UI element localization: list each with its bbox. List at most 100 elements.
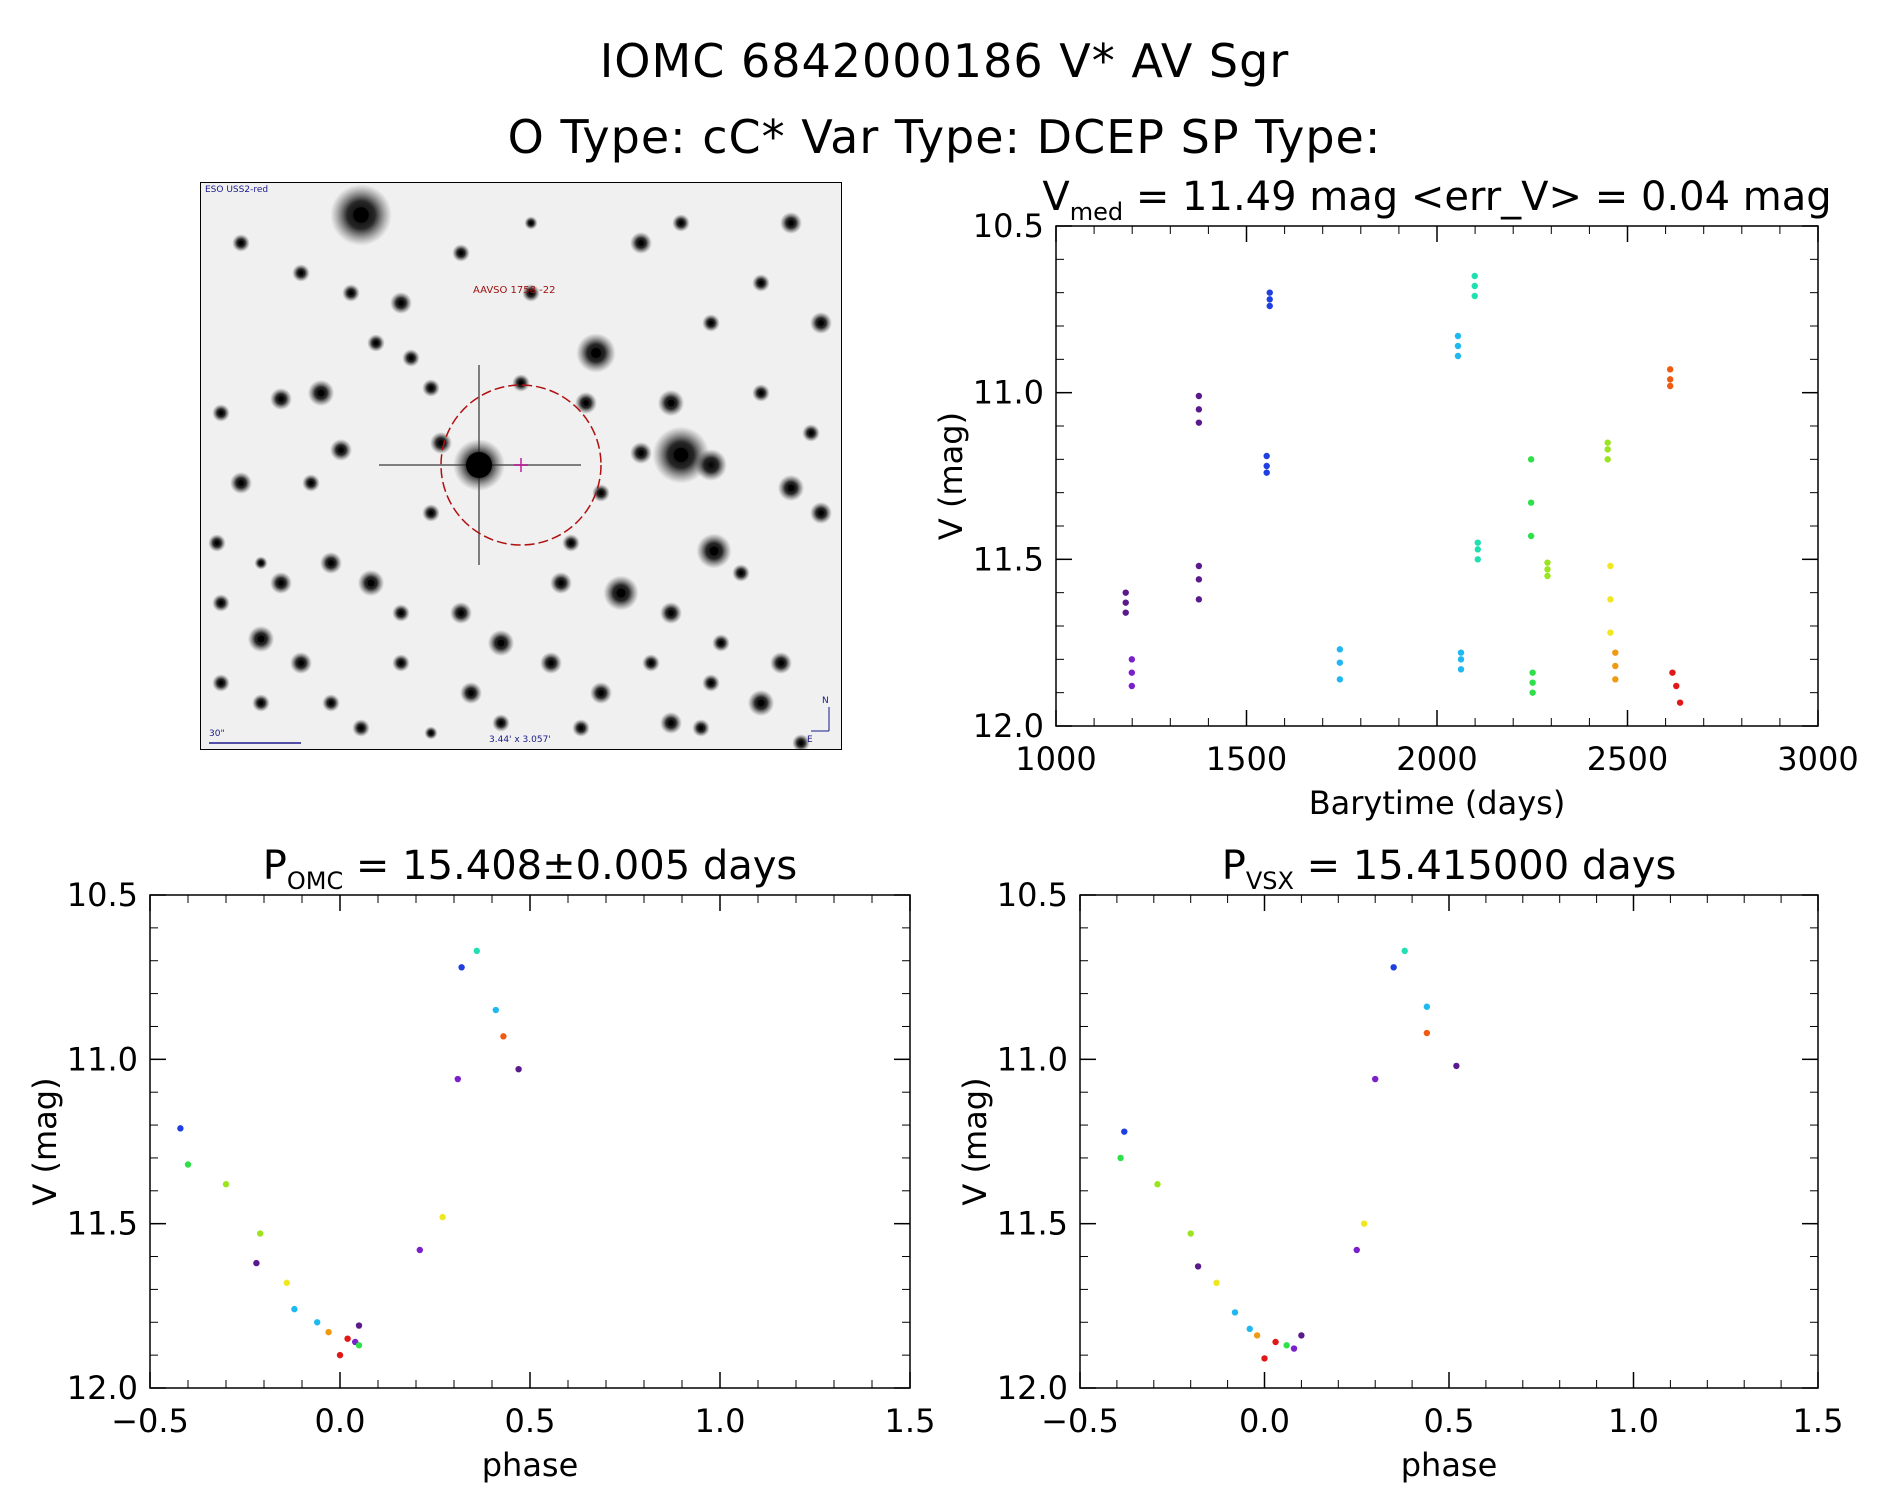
field-star-core-28 (548, 660, 554, 666)
field-star-core-26 (298, 660, 304, 666)
field-star-core-2 (528, 290, 534, 296)
field-star-core-27 (398, 660, 404, 666)
data-point-yellow (1607, 596, 1614, 603)
data-point-violet (416, 1246, 423, 1254)
field-star-core-50 (678, 220, 684, 226)
data-point-purple (1195, 419, 1203, 426)
data-point-blue (1266, 289, 1273, 296)
data-point-redorange (1423, 1029, 1431, 1037)
finder-image: ESO USS2-red AAVSO 1758 -22 30" 3.44' x … (200, 182, 842, 750)
data-point-teal (1401, 947, 1408, 955)
field-star-core-45 (398, 300, 404, 306)
data-point-skyblue (1336, 659, 1344, 666)
field-star-core-51 (529, 221, 533, 225)
field-star-core-49 (458, 250, 464, 256)
field-star-core-8 (338, 447, 344, 453)
data-point-green (1529, 679, 1536, 686)
field-star-core-64 (708, 680, 714, 686)
finder-east-label: E (807, 735, 813, 745)
x-tick-label: 1.0 (695, 1402, 746, 1440)
x-tick-label: −0.5 (1041, 1402, 1119, 1440)
data-point-green (1529, 669, 1536, 676)
field-star-core-10 (428, 385, 434, 391)
field-star-core-9 (408, 355, 414, 361)
data-point-violet (454, 1075, 461, 1083)
x-tick-label: 0.5 (505, 1402, 556, 1440)
finder-survey-label: ESO USS2-red (205, 185, 269, 195)
field-star-core-71 (218, 680, 224, 686)
data-point-skyblue (314, 1319, 321, 1326)
field-star-core-36 (258, 700, 264, 706)
plot-frame (1055, 225, 1819, 727)
y-tick-label: 12.0 (973, 707, 1044, 745)
data-point-purple (1298, 1332, 1305, 1339)
y-axis-label: V (mag) (26, 1077, 64, 1205)
y-tick-label: 11.0 (67, 1040, 138, 1078)
data-point-purple (1194, 1263, 1202, 1270)
chart-title: POMC = 15.408±0.005 days (263, 843, 798, 895)
data-point-green (1527, 532, 1535, 540)
data-point-green (1529, 689, 1536, 696)
data-point-purple (1195, 392, 1203, 400)
x-tick-label: 1.5 (1793, 1402, 1844, 1440)
field-stars (208, 184, 832, 749)
data-point-yellow (1213, 1279, 1220, 1287)
y-tick-label: 11.5 (997, 1205, 1068, 1243)
chart-phase_vsx: PVSX = 15.415000 days −0.5 0.0 0.5 1.0 1.5 10.… (956, 843, 1843, 1484)
data-point-purple (1453, 1062, 1460, 1070)
data-point-redorange (500, 1033, 507, 1040)
x-tick-label: 1.5 (885, 1402, 936, 1440)
data-point-teal (1471, 292, 1478, 300)
chart-title-sub: med (1070, 198, 1123, 226)
x-tick-label: 2500 (1587, 740, 1668, 778)
chart-title-main: P (263, 843, 287, 889)
data-point-green (184, 1161, 192, 1168)
x-axis-label: phase (1401, 1446, 1498, 1484)
field-star-core-25 (257, 635, 265, 643)
field-star-core-39 (638, 240, 644, 246)
data-point-skyblue (1457, 666, 1465, 673)
x-tick-label: 3000 (1777, 740, 1858, 778)
field-star-core-14 (787, 484, 795, 492)
target-circle (440, 384, 602, 546)
field-star-core-59 (438, 440, 444, 446)
data-point-lime (1604, 456, 1611, 463)
y-axis-label: V (mag) (956, 1077, 994, 1205)
data-point-green (355, 1342, 363, 1349)
data-point-skyblue (1457, 656, 1465, 663)
finder-north-label: N (822, 696, 829, 706)
x-tick-label: 0.0 (1239, 1402, 1290, 1440)
data-point-lime (1154, 1181, 1161, 1188)
y-tick-label: 12.0 (997, 1369, 1068, 1407)
field-star-core-30 (778, 660, 784, 666)
data-point-lime (1604, 439, 1611, 446)
data-point-yellow (1607, 629, 1614, 636)
field-star-core-15 (598, 490, 604, 496)
data-point-blue (458, 964, 465, 971)
field-star-core-41 (238, 480, 244, 486)
data-point-red (1261, 1355, 1268, 1362)
data-point-skyblue (1246, 1325, 1253, 1333)
field-star-core-13 (758, 390, 764, 396)
finder-image-canvas (201, 183, 841, 749)
data-point-lime (1544, 566, 1551, 573)
chart-title: Vmed = 11.49 mag <err_V> = 0.04 mag (1042, 174, 1831, 226)
data-point-red (1676, 699, 1684, 706)
field-star-core-67 (578, 725, 584, 731)
data-point-red (336, 1351, 344, 1359)
data-point-orange (1253, 1332, 1261, 1339)
field-star-core-0 (353, 207, 369, 223)
data-point-blue (1263, 462, 1270, 470)
data-point-teal (1474, 556, 1481, 563)
data-point-blue (1266, 296, 1273, 303)
title-line-2: O Type: cC* Var Type: DCEP SP Type: (507, 110, 1382, 164)
data-point-orange (1612, 662, 1619, 670)
field-star-core-46 (348, 290, 354, 296)
y-tick-label: 11.5 (973, 540, 1044, 578)
data-point-violet (1128, 656, 1136, 663)
field-star-core-56 (568, 540, 574, 546)
field-star-core-5 (583, 400, 589, 406)
chart-title-sub: VSX (1246, 867, 1294, 895)
y-tick-label: 12.0 (67, 1369, 138, 1407)
